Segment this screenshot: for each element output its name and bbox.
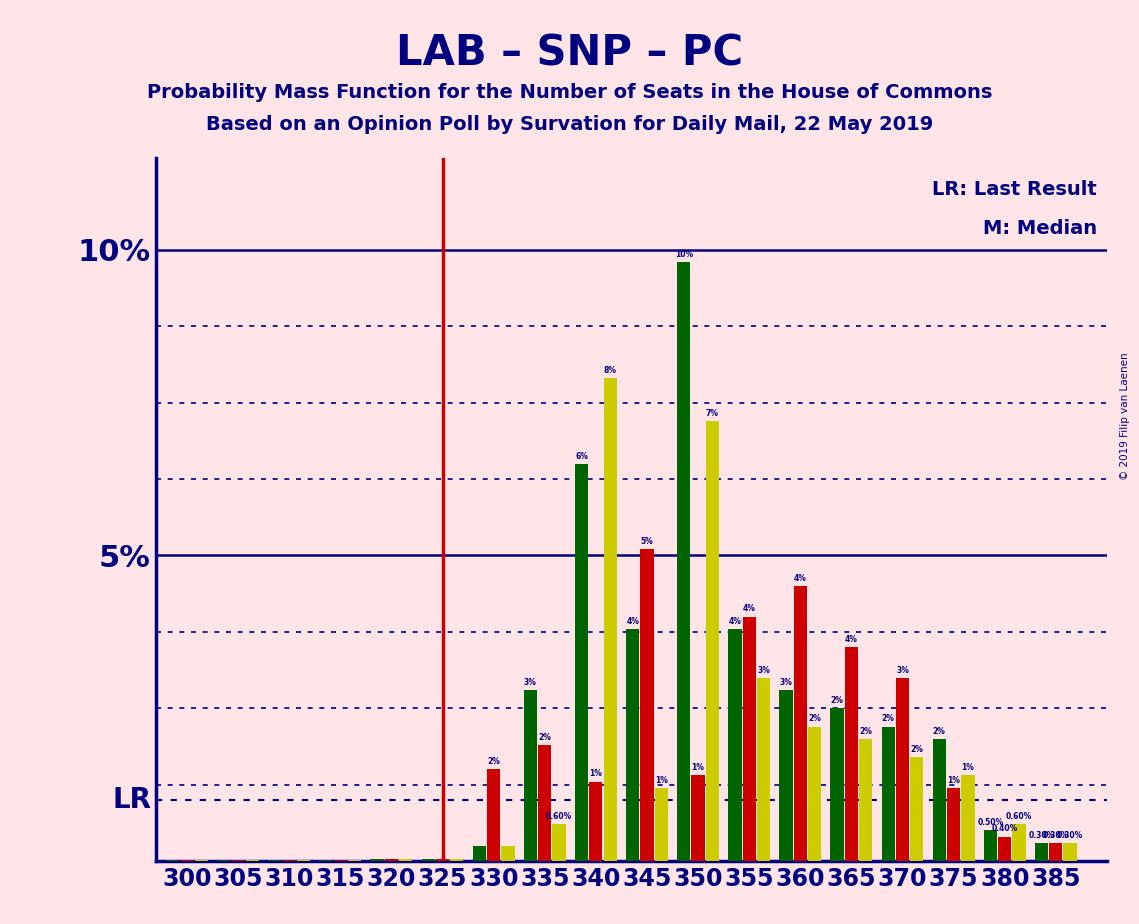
Text: LR: LR [113,785,151,814]
Bar [984,831,997,861]
Bar [830,708,844,861]
Bar [319,859,333,861]
Text: Based on an Opinion Poll by Survation for Daily Mail, 22 May 2019: Based on an Opinion Poll by Survation fo… [206,116,933,135]
Text: 1%: 1% [655,775,667,784]
Text: 0.30%: 0.30% [1029,831,1055,840]
Bar [334,859,347,861]
Bar [436,859,449,861]
Bar [933,739,945,861]
Text: 2%: 2% [809,714,821,723]
Bar [691,775,705,861]
Bar [399,859,412,861]
Text: 7%: 7% [706,409,719,418]
Bar [859,739,872,861]
Bar [756,677,770,861]
Bar [626,628,639,861]
Bar [706,421,719,861]
Bar [743,616,756,861]
Bar [450,859,464,861]
Text: Probability Mass Function for the Number of Seats in the House of Commons: Probability Mass Function for the Number… [147,83,992,103]
Text: 5%: 5% [640,537,654,546]
Bar [282,859,296,861]
Bar [370,859,384,861]
Bar [349,859,361,861]
Text: 1%: 1% [691,763,705,772]
Text: 0.30%: 0.30% [1042,831,1068,840]
Text: 2%: 2% [487,758,500,766]
Text: 3%: 3% [524,678,536,687]
Text: 3%: 3% [779,678,793,687]
Text: 2%: 2% [933,726,945,736]
Bar [473,845,486,861]
Text: LAB – SNP – PC: LAB – SNP – PC [396,32,743,74]
Text: 4%: 4% [794,574,806,583]
Bar [1035,843,1048,861]
Bar [487,770,500,861]
Bar [269,859,281,861]
Text: 0.50%: 0.50% [977,819,1003,827]
Bar [501,845,515,861]
Bar [845,647,858,861]
Bar [998,836,1011,861]
Text: © 2019 Filip van Laenen: © 2019 Filip van Laenen [1121,352,1130,480]
Text: 0.60%: 0.60% [546,812,572,821]
Bar [246,859,259,861]
Text: 0.40%: 0.40% [992,824,1018,833]
Text: 10%: 10% [674,250,693,259]
Bar [882,726,895,861]
Text: 2%: 2% [910,745,924,754]
Bar [421,859,435,861]
Bar [575,464,588,861]
Text: 2%: 2% [539,733,551,742]
Bar [677,262,690,861]
Bar [1064,843,1076,861]
Bar [947,787,960,861]
Bar [640,549,654,861]
Bar [524,690,538,861]
Bar [385,859,398,861]
Bar [896,677,909,861]
Text: 0.60%: 0.60% [1006,812,1032,821]
Bar [297,859,310,861]
Text: 6%: 6% [575,452,588,461]
Bar [728,628,741,861]
Text: 4%: 4% [626,616,639,626]
Text: 3%: 3% [896,665,909,675]
Bar [166,859,179,861]
Text: 4%: 4% [743,604,755,614]
Bar [808,726,821,861]
Text: 0.30%: 0.30% [1057,831,1083,840]
Text: 4%: 4% [845,635,858,644]
Text: 2%: 2% [859,726,872,736]
Text: 3%: 3% [757,665,770,675]
Text: 8%: 8% [604,366,616,375]
Bar [180,859,194,861]
Text: LR: Last Result: LR: Last Result [932,179,1097,199]
Bar [794,586,806,861]
Bar [961,775,975,861]
Text: 1%: 1% [589,770,603,778]
Bar [218,859,230,861]
Bar [552,824,566,861]
Bar [1013,824,1025,861]
Bar [655,787,667,861]
Text: 4%: 4% [729,616,741,626]
Text: 1%: 1% [948,775,960,784]
Text: 2%: 2% [830,696,844,705]
Text: M: Median: M: Median [983,219,1097,238]
Text: 2%: 2% [882,714,894,723]
Bar [779,690,793,861]
Text: 1%: 1% [961,763,974,772]
Bar [589,782,603,861]
Bar [231,859,245,861]
Bar [538,745,551,861]
Bar [195,859,208,861]
Bar [1049,843,1063,861]
Bar [604,378,617,861]
Bar [910,757,924,861]
